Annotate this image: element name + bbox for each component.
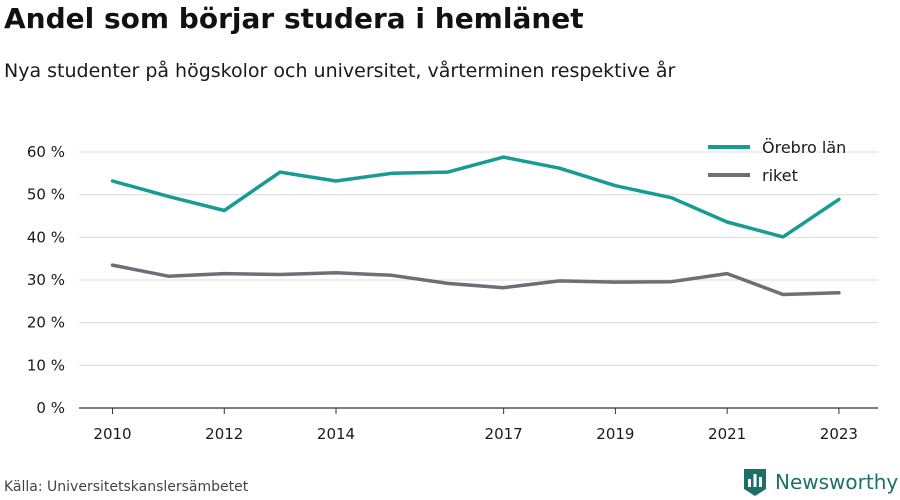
- y-tick-label: 60 %: [27, 143, 65, 161]
- data-point: [670, 280, 673, 283]
- data-point: [502, 156, 505, 159]
- series-line-0: [110, 155, 841, 239]
- y-tick-label: 20 %: [27, 314, 65, 332]
- bar-chart-flag-icon: [744, 469, 766, 496]
- data-point: [837, 198, 840, 201]
- data-point: [390, 274, 393, 277]
- y-tick-label: 40 %: [27, 228, 65, 246]
- series-line-1: [110, 263, 841, 297]
- data-point: [502, 286, 505, 289]
- source-note: Källa: Universitetskanslersämbetet: [4, 479, 249, 495]
- data-point: [167, 195, 170, 198]
- legend-label: Örebro län: [762, 138, 846, 157]
- y-tick-label: 0 %: [36, 399, 65, 417]
- y-tick-label: 10 %: [27, 356, 65, 374]
- data-point: [446, 282, 449, 285]
- data-point: [390, 172, 393, 175]
- data-point: [167, 275, 170, 278]
- data-point: [726, 220, 729, 223]
- data-point: [837, 291, 840, 294]
- data-point: [558, 167, 561, 170]
- data-point: [334, 271, 337, 274]
- data-point: [334, 179, 337, 182]
- data-point: [614, 281, 617, 284]
- x-tick-label: 2021: [708, 425, 746, 443]
- brand: Newsworthy: [742, 466, 898, 498]
- data-point: [111, 179, 114, 182]
- x-tick-label: 2010: [93, 425, 131, 443]
- x-tick-label: 2023: [820, 425, 858, 443]
- x-tick-label: 2012: [205, 425, 243, 443]
- data-point: [614, 184, 617, 187]
- data-point: [726, 272, 729, 275]
- data-point: [223, 209, 226, 212]
- chart-subtitle: Nya studenter på högskolor och universit…: [4, 60, 676, 82]
- y-tick-label: 50 %: [27, 186, 65, 204]
- data-point: [223, 272, 226, 275]
- data-point: [558, 279, 561, 282]
- data-point: [446, 170, 449, 173]
- x-tick-label: 2019: [596, 425, 634, 443]
- data-point: [670, 196, 673, 199]
- y-tick-label: 30 %: [27, 271, 65, 289]
- data-point: [781, 235, 784, 238]
- x-tick-label: 2017: [485, 425, 523, 443]
- data-point: [111, 263, 114, 266]
- data-point: [279, 170, 282, 173]
- chart-title: Andel som börjar studera i hemlänet: [4, 2, 584, 35]
- data-point: [781, 293, 784, 296]
- legend-label: riket: [762, 166, 798, 185]
- x-tick-label: 2014: [317, 425, 355, 443]
- brand-name: Newsworthy: [775, 470, 899, 494]
- data-point: [279, 273, 282, 276]
